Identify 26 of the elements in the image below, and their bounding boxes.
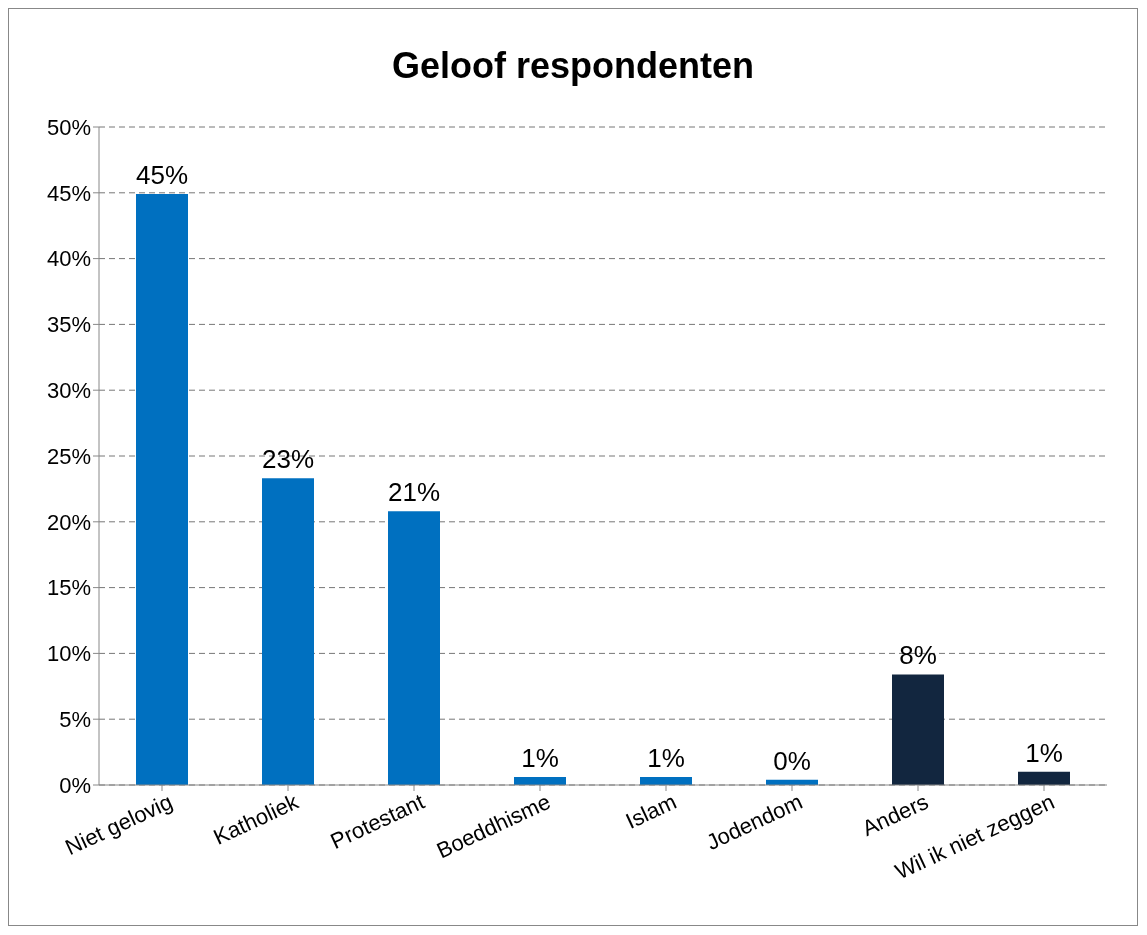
bar [1018, 771, 1070, 785]
chart-title: Geloof respondenten [391, 44, 755, 88]
y-tick-label: 25% [46, 443, 91, 469]
x-tick-label: Islam [621, 788, 681, 834]
data-label: 23% [261, 444, 315, 475]
data-label: 1% [647, 743, 685, 774]
bar [388, 511, 440, 785]
bar [136, 194, 188, 785]
y-tick-label: 50% [46, 114, 91, 140]
y-tick-label: 45% [46, 180, 91, 206]
y-tick-label: 0% [59, 772, 91, 798]
y-tick-label: 30% [46, 378, 91, 404]
bar [892, 674, 944, 785]
data-label: 0% [773, 745, 811, 776]
y-tick-label: 35% [46, 312, 91, 338]
data-label: 21% [387, 477, 441, 508]
data-label: 1% [521, 743, 559, 774]
y-tick-label: 10% [46, 641, 91, 667]
bar [262, 478, 314, 785]
y-tick-label: 20% [46, 509, 91, 535]
data-label: 1% [1025, 737, 1063, 768]
y-tick-label: 40% [46, 246, 91, 272]
y-tick-label: 15% [46, 575, 91, 601]
data-label: 8% [899, 640, 937, 671]
y-tick-label: 5% [59, 707, 91, 733]
data-label: 45% [135, 160, 189, 191]
